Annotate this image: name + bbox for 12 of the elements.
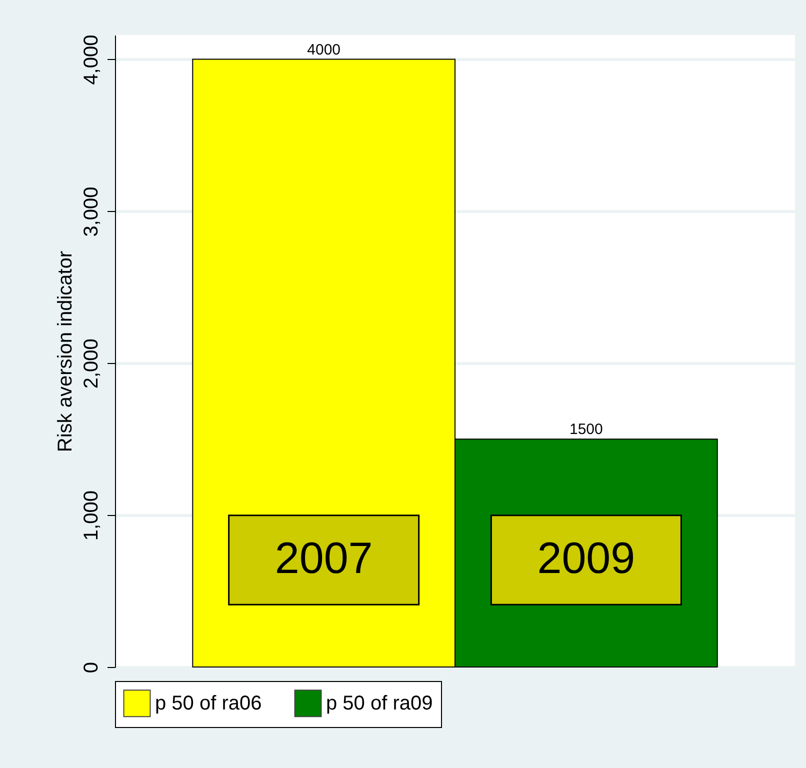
- y-tick-label: 1,000: [80, 490, 102, 541]
- legend-label: p 50 of ra06: [155, 692, 262, 714]
- data-label: 1500: [569, 421, 603, 438]
- y-tick-label: 4,000: [80, 34, 102, 85]
- y-tick-label: 2,000: [80, 338, 102, 389]
- data-label: 4000: [307, 41, 341, 58]
- y-tick-label: 0: [80, 662, 102, 674]
- y-axis-title: Risk aversion indicator: [54, 250, 76, 452]
- annotation: 2009: [537, 534, 636, 583]
- y-tick-label: 3,000: [80, 186, 102, 237]
- legend-label: p 50 of ra09: [326, 692, 433, 714]
- annotation: 2007: [274, 534, 373, 583]
